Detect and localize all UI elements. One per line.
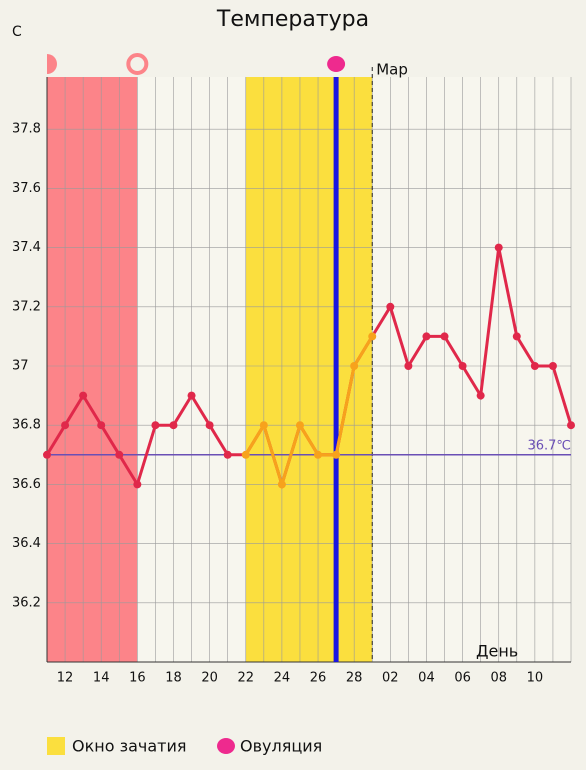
x-tick-label: 04 xyxy=(418,671,435,686)
x-tick-label: 06 xyxy=(454,671,471,686)
period-start-icon xyxy=(47,54,57,74)
x-tick-label: 20 xyxy=(201,671,218,686)
y-tick-label: 37.6 xyxy=(12,181,41,196)
y-tick-label: 36.4 xyxy=(12,536,41,551)
data-point xyxy=(567,421,575,430)
y-tick-label: 36.2 xyxy=(12,595,41,610)
fertile-band xyxy=(245,77,373,662)
y-tick-label: 36.6 xyxy=(12,477,41,492)
data-point xyxy=(169,421,178,430)
data-point xyxy=(223,450,232,459)
data-point xyxy=(332,450,341,459)
chart-title: Температура xyxy=(216,7,369,32)
data-point xyxy=(259,421,268,430)
data-point xyxy=(61,421,70,430)
period-band xyxy=(47,77,138,662)
fertile-segment xyxy=(244,335,374,490)
data-point xyxy=(97,421,106,430)
y-axis-label: С xyxy=(12,24,22,40)
ovulation-icon xyxy=(327,56,346,72)
data-point xyxy=(404,362,413,370)
legend-swatch xyxy=(217,738,235,754)
data-point xyxy=(350,362,359,370)
data-point xyxy=(205,421,214,430)
x-tick-label: 08 xyxy=(490,671,507,686)
data-point xyxy=(115,450,124,459)
data-point xyxy=(476,391,485,400)
y-tick-label: 37.2 xyxy=(12,299,41,314)
data-point xyxy=(494,243,503,252)
data-point xyxy=(530,362,539,370)
data-point xyxy=(422,332,431,341)
data-point xyxy=(440,332,449,341)
data-point xyxy=(79,391,88,400)
data-point xyxy=(133,480,142,489)
y-tick-label: 37 xyxy=(12,359,29,374)
legend-label: Окно зачатия xyxy=(72,737,187,756)
legend-label: Овуляция xyxy=(240,737,322,756)
x-axis-label: День xyxy=(476,642,518,661)
data-point xyxy=(458,362,467,370)
data-point xyxy=(548,362,557,370)
x-tick-label: 02 xyxy=(382,671,399,686)
data-point xyxy=(277,480,286,489)
x-tick-label: 16 xyxy=(129,671,146,686)
x-tick-label: 22 xyxy=(237,671,254,686)
data-point xyxy=(314,450,323,459)
y-tick-label: 36.8 xyxy=(12,418,41,433)
period-end-icon xyxy=(126,53,149,75)
x-tick-label: 14 xyxy=(93,671,110,686)
data-point xyxy=(512,332,521,341)
x-tick-label: 18 xyxy=(165,671,182,686)
legend-swatch xyxy=(47,737,65,755)
data-point xyxy=(241,450,250,459)
data-point xyxy=(295,421,304,430)
data-point xyxy=(386,302,395,311)
data-point xyxy=(187,391,196,400)
data-point xyxy=(368,332,377,341)
y-tick-label: 37.8 xyxy=(12,122,41,137)
data-point xyxy=(151,421,160,430)
x-tick-label: 28 xyxy=(346,671,363,686)
reference-label: 36.7℃ xyxy=(527,438,571,453)
x-tick-label: 24 xyxy=(274,671,291,686)
x-tick-label: 26 xyxy=(310,671,327,686)
data-point xyxy=(43,450,51,459)
y-tick-label: 37.4 xyxy=(12,240,41,255)
x-tick-label: 12 xyxy=(57,671,74,686)
month-label: Мар xyxy=(376,61,408,79)
x-tick-label: 10 xyxy=(527,671,544,686)
